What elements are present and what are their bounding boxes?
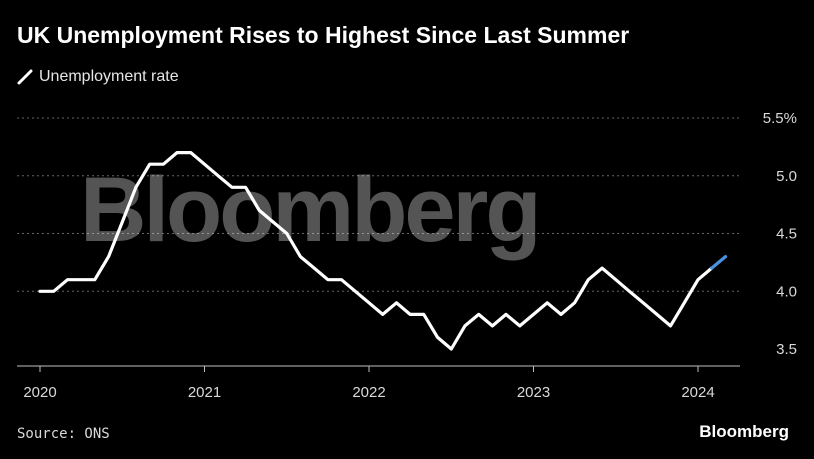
- legend-label: Unemployment rate: [39, 68, 179, 85]
- y-tick-label: 5.5%: [763, 110, 797, 127]
- y-tick-label: 4.0: [776, 283, 797, 300]
- chart-title: UK Unemployment Rises to Highest Since L…: [17, 22, 630, 48]
- brand-logo: Bloomberg: [699, 422, 789, 441]
- source-note: Source: ONS: [17, 426, 110, 442]
- legend: Unemployment rate: [17, 66, 179, 88]
- series-line-latest: [710, 255, 728, 270]
- x-tick-label: 2022: [352, 384, 385, 401]
- y-tick-label: 5.0: [776, 168, 797, 185]
- y-tick-label: 4.5: [776, 226, 797, 243]
- legend-swatch-icon: [17, 69, 33, 85]
- y-tick-label: 3.5: [776, 341, 797, 358]
- series-line-unemployment-rate: [38, 151, 714, 351]
- watermark-logo: Bloomberg: [80, 159, 542, 261]
- x-tick-label: 2023: [517, 384, 550, 401]
- x-tick-label: 2020: [23, 384, 56, 401]
- x-tick-label: 2021: [188, 384, 221, 401]
- x-tick-label: 2024: [681, 384, 714, 401]
